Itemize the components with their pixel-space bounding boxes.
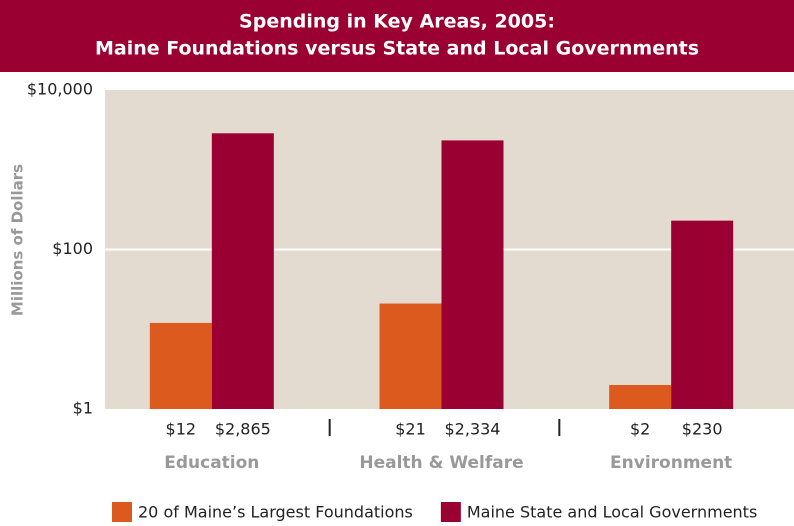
bar xyxy=(441,140,504,409)
x-tick-label: Health & Welfare xyxy=(359,453,523,473)
y-axis-label: Millions of Dollars xyxy=(9,164,27,316)
legend-label: 20 of Maine’s Largest Foundations xyxy=(138,503,413,522)
legend-swatch xyxy=(112,502,132,522)
legend-swatch xyxy=(440,502,461,522)
bar xyxy=(609,384,672,409)
title-bar xyxy=(0,0,794,72)
x-tick-label: Education xyxy=(164,453,259,473)
value-label: $230 xyxy=(682,420,723,439)
x-tick-label: Environment xyxy=(610,453,732,473)
value-label: $2 xyxy=(630,420,650,439)
value-label: $2,334 xyxy=(445,420,501,439)
value-label: $2,865 xyxy=(215,420,271,439)
chart-title: Spending in Key Areas, 2005: xyxy=(239,11,555,33)
bar xyxy=(211,133,274,409)
value-label: $21 xyxy=(395,420,426,439)
y-tick-label: $1 xyxy=(73,399,93,418)
legend-label: Maine State and Local Governments xyxy=(467,503,757,522)
y-tick-label: $10,000 xyxy=(27,80,93,99)
bar xyxy=(671,220,734,409)
y-tick-label: $100 xyxy=(52,239,93,258)
bar xyxy=(149,322,212,409)
chart-subtitle: Maine Foundations versus State and Local… xyxy=(95,38,699,60)
value-label: $12 xyxy=(166,420,197,439)
bar xyxy=(379,303,442,409)
